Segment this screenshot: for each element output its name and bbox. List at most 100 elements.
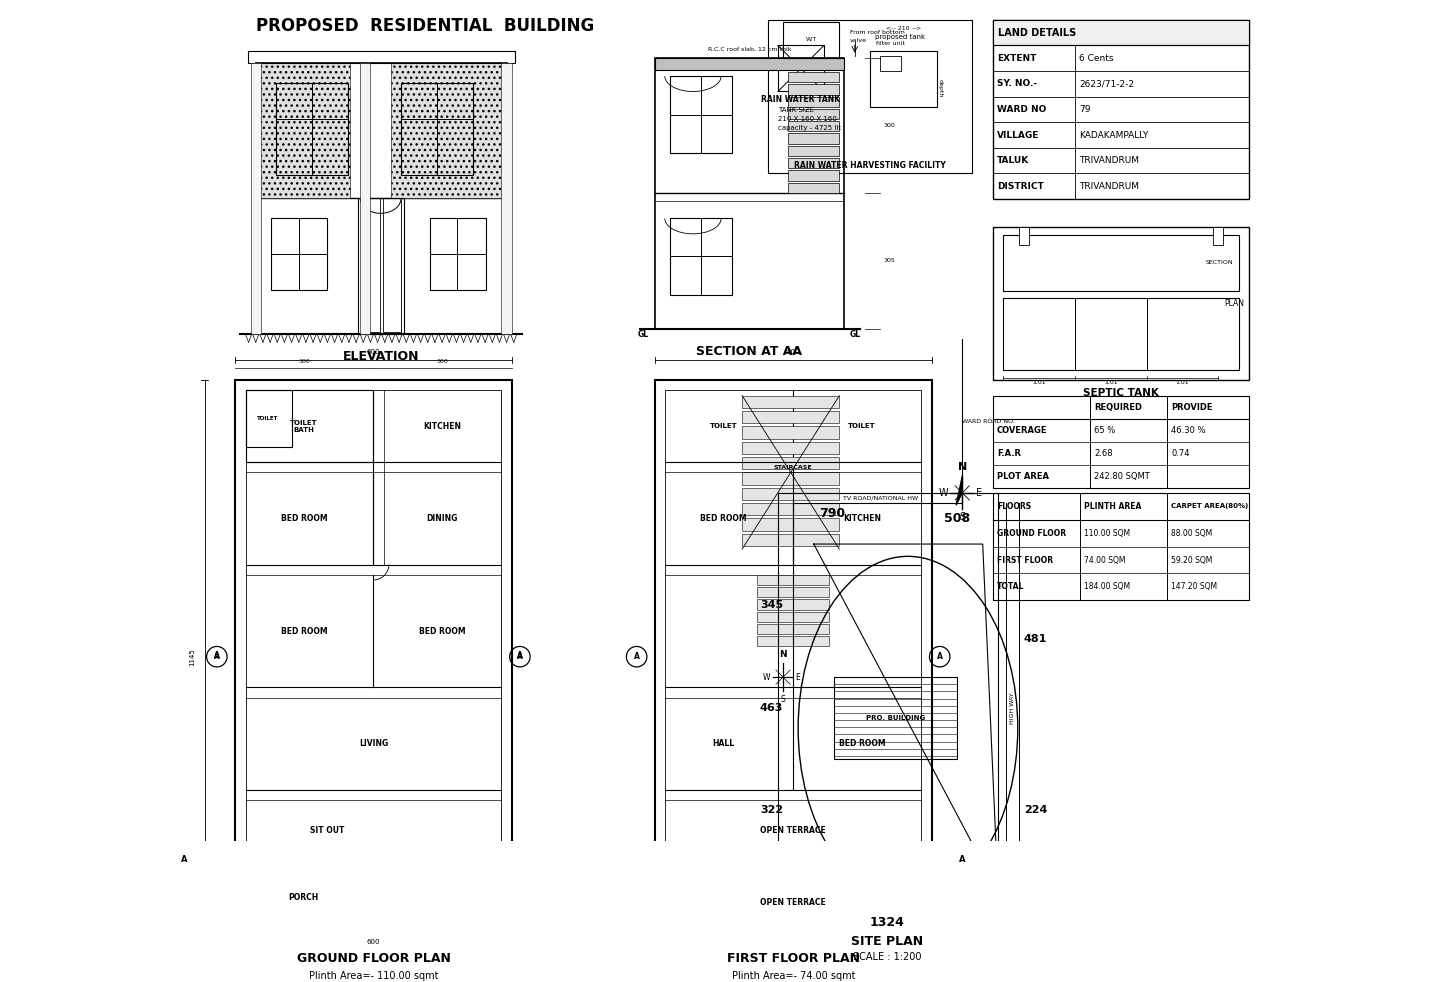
Bar <box>361 198 380 332</box>
Text: 300: 300 <box>883 123 896 128</box>
Bar <box>788 170 840 181</box>
Text: SEPTIC TANK: SEPTIC TANK <box>1083 388 1159 398</box>
Text: 600: 600 <box>367 349 380 355</box>
Bar <box>834 678 957 759</box>
Bar <box>758 587 830 597</box>
Text: HALL: HALL <box>712 739 735 748</box>
Bar <box>993 20 1250 45</box>
Bar <box>251 63 261 334</box>
Text: FLOORS: FLOORS <box>997 502 1032 511</box>
Bar <box>384 944 492 955</box>
Bar <box>993 227 1250 380</box>
Text: 300: 300 <box>298 359 311 364</box>
Bar <box>502 63 512 334</box>
Bar <box>788 84 840 94</box>
Text: PLINTH AREA: PLINTH AREA <box>1085 502 1142 511</box>
Text: A: A <box>214 651 219 660</box>
Bar <box>788 145 840 156</box>
Text: E: E <box>795 673 800 682</box>
Text: TV ROAD/NATIONAL HW: TV ROAD/NATIONAL HW <box>843 496 919 501</box>
Text: W.T: W.T <box>807 36 817 42</box>
Text: KITCHEN: KITCHEN <box>843 514 881 523</box>
Text: 46.30 %: 46.30 % <box>1171 425 1205 435</box>
Text: 0.74: 0.74 <box>1171 449 1189 458</box>
Text: PORCH: PORCH <box>288 893 320 901</box>
Bar <box>742 503 840 516</box>
Bar <box>401 83 473 176</box>
Text: 322: 322 <box>759 805 782 815</box>
Bar <box>1214 227 1224 246</box>
Text: Plinth Area=- 74.00 sqmt: Plinth Area=- 74.00 sqmt <box>731 971 856 981</box>
Text: CARPET AREA(80%): CARPET AREA(80%) <box>1171 504 1248 510</box>
Bar <box>788 96 840 107</box>
Text: Plinth Area=- 110.00 sqmt: Plinth Area=- 110.00 sqmt <box>308 971 438 981</box>
Bar <box>384 958 492 971</box>
Bar <box>383 198 401 332</box>
Bar <box>758 636 830 646</box>
Text: BED ROOM: BED ROOM <box>281 514 327 523</box>
Bar <box>1003 299 1238 370</box>
Text: KADAKAMPALLY: KADAKAMPALLY <box>1079 131 1148 139</box>
Bar <box>655 58 844 70</box>
Text: A: A <box>181 855 188 864</box>
Bar <box>788 72 840 82</box>
Bar <box>384 912 492 925</box>
Text: 481: 481 <box>1023 634 1048 644</box>
Bar <box>778 45 824 91</box>
Bar <box>788 109 840 119</box>
Text: WARD NO: WARD NO <box>997 105 1046 114</box>
Text: proposed tank: proposed tank <box>876 34 926 40</box>
Text: A: A <box>517 651 523 660</box>
Text: REQUIRED: REQUIRED <box>1095 403 1142 411</box>
Text: 1145: 1145 <box>189 648 195 666</box>
Text: R.C.C roof slab, 12 cm thik: R.C.C roof slab, 12 cm thik <box>708 46 791 52</box>
Text: FIRST FLOOR PLAN: FIRST FLOOR PLAN <box>727 953 860 965</box>
Text: capacity - 4725 lit: capacity - 4725 lit <box>778 126 841 132</box>
Bar <box>671 77 732 153</box>
Text: SECTION AT AA: SECTION AT AA <box>696 345 802 358</box>
Bar <box>768 20 973 174</box>
Bar <box>788 158 840 168</box>
Bar <box>248 50 514 63</box>
Text: 1.01: 1.01 <box>1103 380 1118 385</box>
Bar <box>358 198 404 334</box>
Text: N: N <box>957 463 967 472</box>
Bar <box>245 391 374 463</box>
Bar <box>742 534 840 546</box>
Text: A: A <box>517 652 523 661</box>
Bar <box>742 442 840 454</box>
Bar <box>993 20 1250 199</box>
Bar <box>255 63 350 198</box>
Text: OPEN TERRACE: OPEN TERRACE <box>761 898 827 907</box>
Bar <box>430 218 486 290</box>
Text: BED ROOM: BED ROOM <box>418 627 466 635</box>
Text: 790: 790 <box>818 507 845 519</box>
Bar <box>788 134 840 143</box>
Text: GL: GL <box>638 330 648 339</box>
Text: BED ROOM: BED ROOM <box>701 514 747 523</box>
Bar <box>758 624 830 634</box>
Text: HIGH WAY: HIGH WAY <box>1010 692 1015 724</box>
Text: A: A <box>633 652 639 661</box>
Text: 1.01: 1.01 <box>1175 380 1189 385</box>
Text: W: W <box>762 673 771 682</box>
Text: 147.20 SQM: 147.20 SQM <box>1171 582 1217 591</box>
Text: 1324: 1324 <box>870 916 904 929</box>
Bar <box>870 50 937 107</box>
Text: 600: 600 <box>367 940 380 946</box>
Text: TOILET
BATH: TOILET BATH <box>289 419 318 433</box>
Text: 1.01: 1.01 <box>1032 380 1046 385</box>
Bar <box>255 63 507 334</box>
Bar <box>758 574 830 585</box>
Text: SECTION: SECTION <box>1207 260 1234 265</box>
Text: N: N <box>780 650 787 659</box>
Text: GROUND FLOOR: GROUND FLOOR <box>997 528 1066 538</box>
Text: <-- 210 -->: <-- 210 --> <box>886 26 921 30</box>
Bar <box>880 56 901 71</box>
Text: TOILET: TOILET <box>258 415 279 420</box>
Text: TALUK: TALUK <box>997 156 1029 165</box>
Text: A: A <box>937 652 943 661</box>
Bar <box>271 218 327 290</box>
Text: filter unit: filter unit <box>876 41 906 46</box>
Text: TOILET: TOILET <box>709 423 738 429</box>
